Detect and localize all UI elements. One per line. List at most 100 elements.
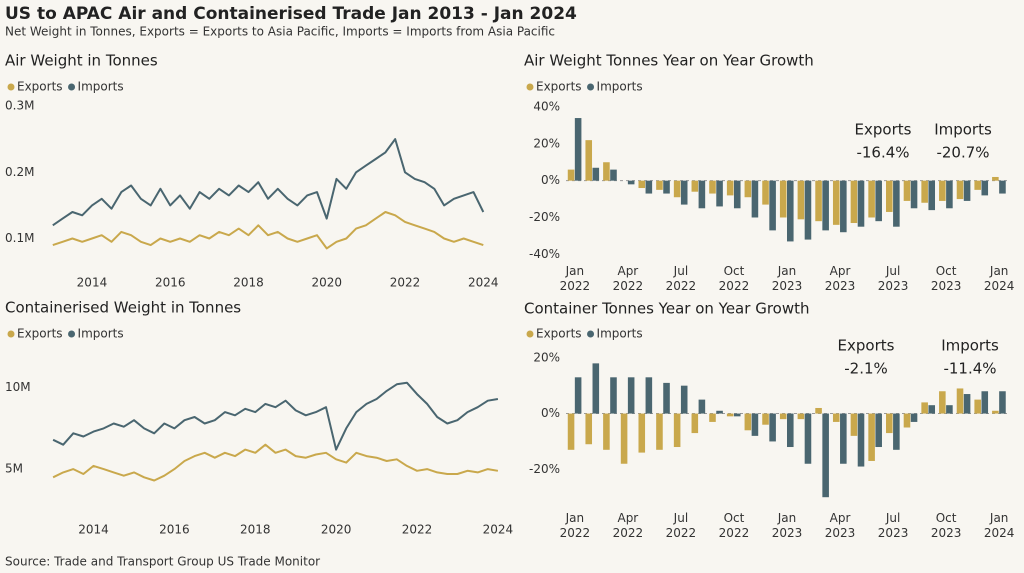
series-line (52, 443, 499, 482)
x-tick-label: 2024 (483, 523, 514, 537)
bar (804, 413, 812, 464)
bar (910, 413, 918, 422)
bar (603, 162, 610, 181)
bar (698, 180, 706, 209)
bar (797, 413, 805, 420)
bar (946, 405, 953, 414)
bar (620, 413, 628, 464)
legend-dot (7, 83, 15, 91)
bar (840, 413, 847, 464)
bar (992, 176, 999, 181)
bar (709, 413, 716, 422)
annotation-value: -20.7% (936, 144, 989, 162)
annotation-label: Exports (855, 121, 912, 139)
bar (762, 180, 769, 205)
bar (592, 363, 600, 414)
annotation-label: Exports (838, 337, 895, 355)
bar (656, 413, 663, 450)
y-tick-label: 0% (541, 173, 560, 187)
bar (627, 180, 635, 185)
legend-dot (526, 330, 534, 338)
bar (857, 180, 865, 227)
bar (645, 377, 653, 414)
bar (638, 180, 646, 189)
bar (627, 377, 635, 414)
x-tick-label: Apr 2022 (613, 264, 644, 293)
bar (999, 391, 1006, 414)
bar (691, 180, 699, 192)
bar (815, 180, 822, 222)
series-line (52, 381, 499, 451)
annotation-value: -11.4% (943, 360, 996, 378)
y-tick-label: 40% (533, 100, 560, 114)
legend-label: Imports (78, 327, 124, 341)
bar (592, 167, 600, 181)
x-tick-label: Jan 2022 (560, 264, 591, 293)
bar (910, 180, 918, 209)
legend-dot (587, 330, 595, 338)
bar (875, 180, 882, 222)
bar (893, 180, 900, 227)
bar (744, 413, 752, 431)
bar (716, 410, 723, 414)
chart-title: Air Weight Tonnes Year on Year Growth (524, 52, 814, 70)
x-tick-label: Jan 2023 (772, 264, 803, 293)
bar (956, 180, 964, 200)
bar (857, 413, 865, 467)
bar (680, 385, 688, 414)
bar (567, 413, 575, 450)
bar (787, 413, 794, 448)
bar (779, 180, 787, 218)
bar (726, 413, 734, 417)
bar (921, 402, 928, 414)
x-tick-label: Jan 2024 (984, 264, 1015, 293)
x-tick-label: 2022 (390, 276, 421, 290)
bar (868, 413, 875, 461)
bar (726, 180, 734, 196)
bar (974, 180, 981, 190)
bar (875, 413, 882, 448)
bar (762, 413, 769, 425)
bar (939, 391, 946, 414)
bar (981, 391, 989, 414)
bar (832, 180, 840, 225)
x-tick-label: 2022 (402, 523, 433, 537)
x-tick-label: 2018 (233, 276, 264, 290)
bar (832, 413, 840, 422)
bar (585, 413, 593, 445)
annotation-value: -2.1% (844, 360, 888, 378)
bar (886, 413, 893, 434)
bar (779, 413, 787, 420)
x-tick-label: Jan 2022 (560, 511, 591, 540)
page-subtitle: Net Weight in Tonnes, Exports = Exports … (5, 25, 555, 39)
bar (928, 180, 936, 211)
y-tick-label: 20% (533, 136, 560, 150)
bar (921, 180, 928, 203)
bar (574, 377, 582, 414)
x-tick-label: 2014 (78, 523, 109, 537)
bar (886, 180, 893, 212)
x-tick-label: Jul 2022 (666, 511, 697, 540)
bar (963, 394, 971, 414)
x-tick-label: 2016 (155, 276, 186, 290)
x-tick-label: 2020 (321, 523, 352, 537)
bar (815, 407, 822, 414)
bar (751, 180, 759, 218)
x-tick-label: Oct 2023 (931, 511, 962, 540)
bar (903, 413, 911, 428)
legend-label: Exports (536, 327, 582, 341)
legend-dot (68, 330, 76, 338)
bar (822, 413, 829, 498)
bar (797, 180, 805, 220)
x-tick-label: Jan 2023 (772, 511, 803, 540)
x-tick-label: Jul 2022 (666, 264, 697, 293)
legend-dot (587, 83, 595, 91)
bar (956, 388, 964, 414)
bar (939, 180, 946, 201)
x-tick-label: 2024 (468, 276, 499, 290)
bar (610, 169, 617, 181)
bar (567, 169, 575, 181)
x-tick-label: 2016 (159, 523, 190, 537)
y-tick-label: -40% (529, 247, 560, 261)
